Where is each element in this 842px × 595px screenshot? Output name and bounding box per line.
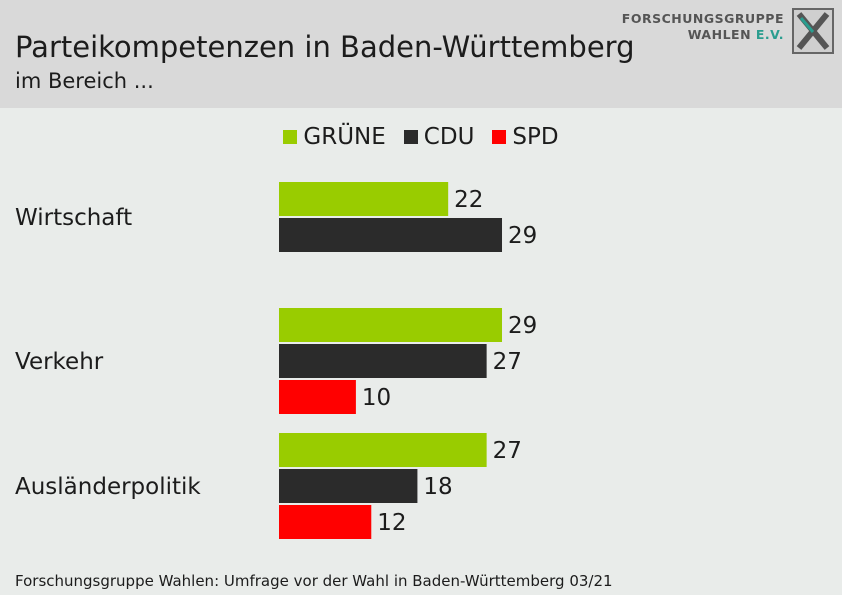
bar-grne-verkehr xyxy=(279,308,503,342)
bar-spd-verkehr xyxy=(279,380,356,414)
data-label: 18 xyxy=(423,474,452,500)
category-label: Wirtschaft xyxy=(15,205,132,231)
legend-swatch-gruene xyxy=(283,130,298,144)
logo-x-icon xyxy=(792,8,834,54)
data-label: 27 xyxy=(493,438,522,464)
bar-spd-auslnderpolitik xyxy=(279,505,372,539)
chart-title: Parteikompetenzen in Baden-Württemberg xyxy=(15,30,635,64)
logo-text-line2: WAHLEN E.V. xyxy=(688,27,784,42)
data-label: 29 xyxy=(508,313,537,339)
legend-swatch-cdu xyxy=(403,130,418,144)
bar-cdu-auslnderpolitik xyxy=(279,469,418,503)
category-label: Verkehr xyxy=(15,349,104,375)
data-label: 22 xyxy=(454,187,483,213)
legend-swatch-spd xyxy=(492,130,507,144)
logo-text-line1: FORSCHUNGSGRUPPE xyxy=(621,11,784,26)
legend-item-gruene: GRÜNE xyxy=(283,124,386,150)
bar-cdu-wirtschaft xyxy=(279,218,503,252)
bar-chart: Wirtschaft 22 29 Verkehr 29 27 10 Ausländerpoli… xyxy=(15,182,537,539)
logo-text-main: WAHLEN xyxy=(687,27,756,42)
header-band: Parteikompetenzen in Baden-Württemberg i… xyxy=(0,0,842,108)
bar-grne-auslnderpolitik xyxy=(279,433,487,467)
chart-legend: GRÜNE CDU SPD xyxy=(0,124,842,150)
legend-label-spd: SPD xyxy=(512,124,559,150)
legend-item-spd: SPD xyxy=(492,124,559,150)
bar-grne-wirtschaft xyxy=(279,182,449,216)
legend-label-cdu: CDU xyxy=(423,124,475,150)
source-footnote: Forschungsgruppe Wahlen: Umfrage vor der… xyxy=(15,572,613,590)
bar-cdu-verkehr xyxy=(279,344,487,378)
data-label: 12 xyxy=(377,510,406,536)
fgw-logo: FORSCHUNGSGRUPPE WAHLEN E.V. xyxy=(604,8,834,58)
logo-text-accent: E.V. xyxy=(755,27,784,42)
chart-subtitle: im Bereich ... xyxy=(15,69,154,93)
legend-label-gruene: GRÜNE xyxy=(303,124,386,150)
data-label: 10 xyxy=(362,385,391,411)
data-label: 27 xyxy=(493,349,522,375)
legend-item-cdu: CDU xyxy=(403,124,475,150)
data-label: 29 xyxy=(508,223,537,249)
category-label: Ausländerpolitik xyxy=(15,474,201,500)
